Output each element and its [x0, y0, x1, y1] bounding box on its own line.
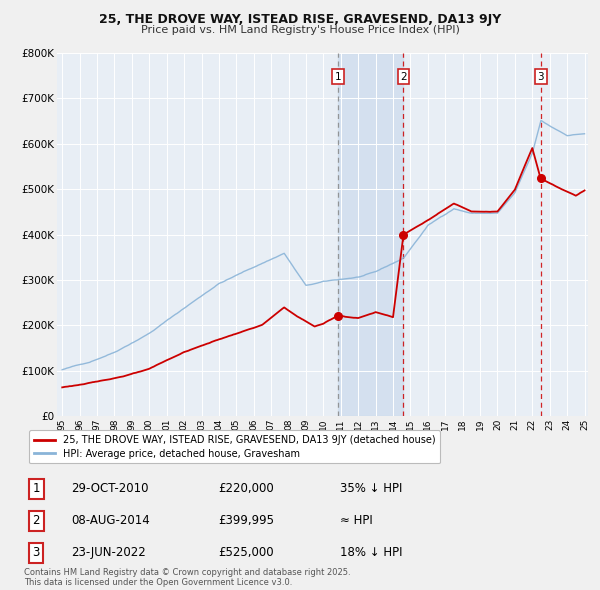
- Text: £399,995: £399,995: [218, 514, 274, 527]
- Text: Contains HM Land Registry data © Crown copyright and database right 2025.
This d: Contains HM Land Registry data © Crown c…: [24, 568, 350, 587]
- Text: 2: 2: [400, 72, 407, 81]
- Text: ≈ HPI: ≈ HPI: [340, 514, 373, 527]
- Text: 1: 1: [32, 482, 40, 495]
- Text: 35% ↓ HPI: 35% ↓ HPI: [340, 482, 403, 495]
- Legend: 25, THE DROVE WAY, ISTEAD RISE, GRAVESEND, DA13 9JY (detached house), HPI: Avera: 25, THE DROVE WAY, ISTEAD RISE, GRAVESEN…: [29, 430, 440, 464]
- Text: 3: 3: [538, 72, 544, 81]
- Text: 25, THE DROVE WAY, ISTEAD RISE, GRAVESEND, DA13 9JY: 25, THE DROVE WAY, ISTEAD RISE, GRAVESEN…: [99, 13, 501, 26]
- Text: 1: 1: [335, 72, 341, 81]
- Text: £220,000: £220,000: [218, 482, 274, 495]
- Bar: [338, 53, 403, 416]
- Text: 23-JUN-2022: 23-JUN-2022: [71, 546, 146, 559]
- Text: 2: 2: [32, 514, 40, 527]
- Text: 08-AUG-2014: 08-AUG-2014: [71, 514, 150, 527]
- Text: 18% ↓ HPI: 18% ↓ HPI: [340, 546, 403, 559]
- Text: 3: 3: [32, 546, 40, 559]
- Text: £525,000: £525,000: [218, 546, 274, 559]
- Text: Price paid vs. HM Land Registry's House Price Index (HPI): Price paid vs. HM Land Registry's House …: [140, 25, 460, 35]
- Text: 29-OCT-2010: 29-OCT-2010: [71, 482, 149, 495]
